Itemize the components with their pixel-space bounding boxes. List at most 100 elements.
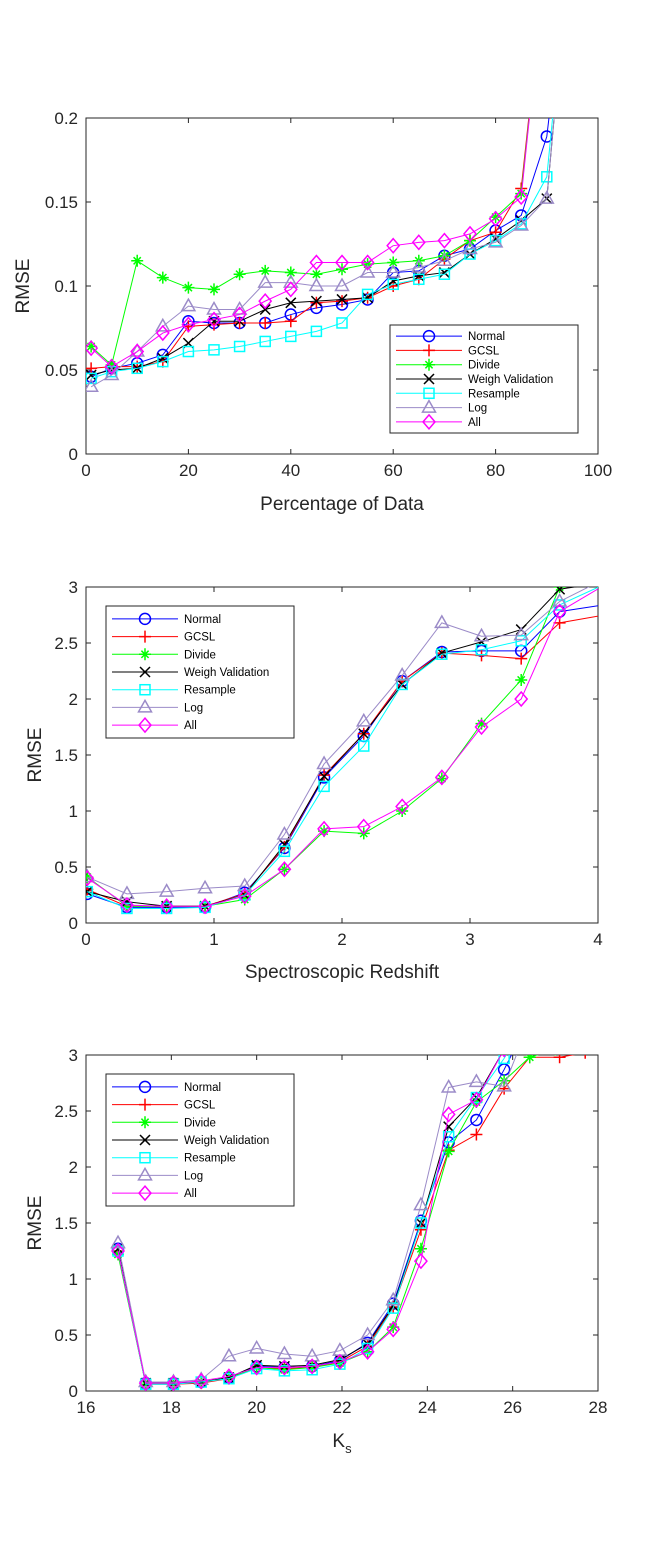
data-point-all	[514, 690, 529, 708]
data-point-all	[138, 1375, 153, 1391]
data-point-weigh-validation	[86, 369, 97, 381]
x-tick-label: 0	[81, 461, 90, 480]
legend-item-log: Log	[112, 1166, 203, 1182]
data-point-weigh-validation	[259, 303, 271, 316]
data-point-log	[248, 1339, 265, 1354]
series-line-all	[117, 1055, 502, 1384]
data-point-all	[360, 254, 375, 271]
legend: Normal GCSL Divide Weigh Validation Resample…	[105, 605, 295, 739]
x-tick-label: 28	[589, 1398, 608, 1417]
data-point-all	[130, 343, 145, 360]
data-point-all	[277, 1359, 292, 1376]
y-tick-label: 2.5	[54, 634, 78, 653]
data-point-divide	[438, 249, 451, 262]
data-point-all	[488, 210, 503, 227]
data-point-resample	[336, 317, 348, 329]
legend-label: Weigh Validation	[184, 1135, 269, 1147]
x-tick-label: 100	[584, 461, 612, 480]
data-point-all	[395, 798, 410, 815]
data-point-resample	[86, 885, 94, 898]
x-tick-label: 26	[503, 1398, 522, 1417]
chart-panel-2: 0 1 2 3 4 0 0.5 1 1.5 2 2.5 3 Spectroscopic Redshift…	[25, 578, 603, 983]
y-tick-label: 0	[69, 914, 78, 933]
data-point-divide	[208, 283, 220, 296]
data-point-all	[463, 225, 477, 243]
y-tick-label: 0.2	[54, 109, 78, 128]
legend-marker-all	[138, 716, 152, 734]
data-point-divide	[442, 1145, 455, 1158]
data-point-all	[166, 1375, 181, 1391]
legend-label: Normal	[184, 614, 221, 626]
y-tick-label: 1	[69, 1270, 78, 1289]
data-point-log	[496, 1077, 512, 1092]
series-all	[86, 588, 598, 915]
data-point-gcsl	[86, 362, 98, 375]
x-tick-label: 1	[209, 930, 218, 949]
x-axis-label: Percentage of Data	[260, 494, 424, 515]
data-point-log	[513, 216, 529, 231]
data-point-divide	[278, 1363, 291, 1376]
y-tick-label: 0	[69, 445, 78, 464]
data-point-log	[473, 627, 490, 642]
legend-item-weigh-validation: Weigh Validation	[396, 373, 553, 386]
data-point-weigh-validation	[318, 770, 330, 782]
data-point-resample	[259, 335, 271, 348]
data-point-resample	[182, 345, 195, 358]
legend-marker-resample	[423, 387, 435, 400]
legend-item-all: All	[112, 716, 197, 734]
data-point-all	[309, 254, 324, 271]
data-point-log	[308, 277, 325, 292]
data-point-divide	[387, 1321, 400, 1334]
data-point-resample	[112, 1245, 124, 1257]
legend-marker-weigh-validation	[423, 373, 435, 385]
legend-marker-gcsl	[139, 1098, 151, 1111]
series-all	[111, 1055, 507, 1391]
legend-item-resample: Resample	[396, 387, 520, 400]
legend-marker-normal	[422, 329, 436, 343]
legend-item-log: Log	[112, 698, 203, 714]
data-point-all	[437, 232, 452, 249]
legend-label: Resample	[184, 685, 236, 697]
data-point-log	[221, 1347, 237, 1362]
data-point-all	[237, 887, 252, 905]
legend-item-log: Log	[396, 399, 487, 415]
data-point-resample	[387, 278, 399, 291]
data-point-log	[197, 879, 213, 894]
legend-marker-gcsl	[423, 344, 435, 357]
legend-label: Resample	[184, 1153, 236, 1165]
y-tick-label: 3	[69, 578, 78, 597]
series-line-resample	[87, 587, 598, 909]
data-point-all	[441, 1106, 456, 1123]
legend-item-all: All	[112, 1184, 197, 1202]
data-point-resample	[387, 1302, 399, 1314]
legend-label: Log	[184, 702, 203, 714]
data-point-log	[276, 1345, 293, 1360]
legend-item-divide: Divide	[396, 358, 500, 372]
legend-label: Divide	[468, 360, 500, 372]
x-tick-label: 2	[337, 930, 346, 949]
legend-marker-log	[421, 399, 437, 413]
data-point-all	[207, 311, 221, 328]
x-tick-label: 80	[486, 461, 505, 480]
data-point-weigh-validation	[208, 315, 220, 327]
data-point-gcsl	[233, 316, 246, 329]
y-tick-label: 0	[69, 1382, 78, 1401]
data-point-resample	[306, 1363, 318, 1376]
data-point-divide	[475, 717, 488, 730]
data-point-all	[386, 237, 401, 254]
data-point-resample	[121, 902, 133, 915]
data-point-log	[411, 258, 427, 273]
data-point-divide	[310, 268, 323, 281]
data-point-resample	[86, 372, 97, 385]
data-point-all	[104, 358, 119, 375]
data-point-log	[394, 666, 410, 681]
legend-label: Divide	[184, 1117, 216, 1129]
data-point-resample	[208, 344, 220, 356]
data-point-weigh-validation	[362, 292, 374, 304]
y-tick-label: 0.15	[45, 193, 78, 212]
data-point-log	[462, 240, 478, 255]
legend-marker-gcsl	[139, 630, 151, 643]
data-point-all	[360, 1343, 375, 1360]
data-point-divide	[387, 256, 400, 269]
data-point-log	[434, 614, 450, 629]
